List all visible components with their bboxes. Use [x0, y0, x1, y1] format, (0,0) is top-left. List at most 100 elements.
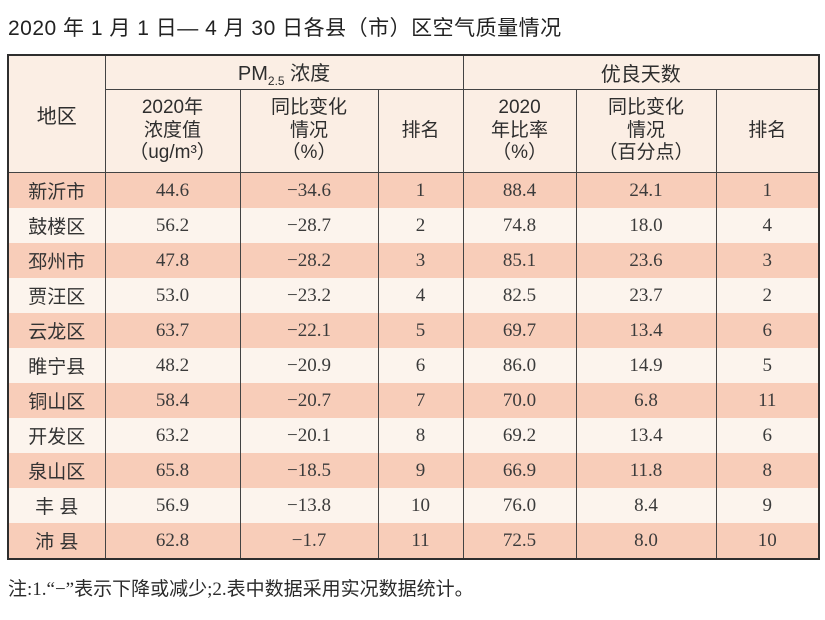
good-days-group-header: 优良天数 — [462, 55, 820, 90]
region-cell: 开发区 — [7, 418, 106, 453]
good-days-change-cell: 8.0 — [575, 523, 717, 559]
region-cell: 铜山区 — [7, 383, 106, 418]
good-days-rank-cell: 8 — [715, 453, 820, 488]
pm25-change-cell: −28.7 — [239, 208, 379, 243]
good-days-change-cell: 23.6 — [575, 243, 717, 278]
table-row: 睢宁县 48.2 −20.9 6 86.0 14.9 5 — [7, 348, 820, 383]
header-row-subcolumns: 2020年 浓度值 （ug/m³） 同比变化 情况 （%） 排名 2020 年比… — [8, 89, 820, 173]
good-days-rank-cell: 6 — [715, 313, 820, 348]
pm25-change-column-header: 同比变化 情况 （%） — [239, 89, 379, 173]
region-cell: 新沂市 — [7, 172, 106, 208]
region-cell: 云龙区 — [7, 313, 106, 348]
good-days-rate-cell: 74.8 — [462, 208, 577, 243]
pm25-value-cell: 56.9 — [104, 488, 241, 523]
pm25-rank-cell: 9 — [377, 453, 464, 488]
table-row: 泉山区 65.8 −18.5 9 66.9 11.8 8 — [7, 453, 820, 488]
good-days-rank-cell: 9 — [715, 488, 820, 523]
region-cell: 丰 县 — [7, 488, 106, 523]
pm25-change-cell: −34.6 — [239, 172, 379, 208]
region-cell: 贾汪区 — [7, 278, 106, 313]
pm25-value-column-header: 2020年 浓度值 （ug/m³） — [104, 89, 241, 173]
good-days-change-cell: 6.8 — [575, 383, 717, 418]
header-row-groups: 地区 PM2.5 浓度 优良天数 — [7, 55, 820, 173]
good-days-change-cell: 14.9 — [575, 348, 717, 383]
good-days-rank-cell: 2 — [715, 278, 820, 313]
good-days-rate-cell: 72.5 — [462, 523, 577, 559]
pm25-rank-cell: 11 — [377, 523, 464, 559]
region-cell: 鼓楼区 — [7, 208, 106, 243]
table-row: 丰 县 56.9 −13.8 10 76.0 8.4 9 — [7, 488, 820, 523]
good-days-rank-cell: 10 — [715, 523, 820, 559]
table-row: 铜山区 58.4 −20.7 7 70.0 6.8 11 — [7, 383, 820, 418]
good-days-change-cell: 24.1 — [575, 172, 717, 208]
pm25-rank-column-header: 排名 — [377, 89, 464, 173]
footnote: 注:1.“−”表示下降或减少;2.表中数据采用实况数据统计。 — [8, 579, 474, 600]
pm25-change-cell: −20.9 — [239, 348, 379, 383]
pm25-value-cell: 48.2 — [104, 348, 241, 383]
good-days-rate-cell: 69.7 — [462, 313, 577, 348]
pm25-value-cell: 44.6 — [104, 172, 241, 208]
pm25-rank-cell: 2 — [377, 208, 464, 243]
good-days-rate-cell: 70.0 — [462, 383, 577, 418]
good-days-rank-cell: 5 — [715, 348, 820, 383]
pm25-value-cell: 58.4 — [104, 383, 241, 418]
good-days-change-cell: 11.8 — [575, 453, 717, 488]
table-row: 沛 县 62.8 −1.7 11 72.5 8.0 10 — [7, 523, 820, 559]
pm25-rank-cell: 5 — [377, 313, 464, 348]
good-days-rank-column-header: 排名 — [715, 89, 820, 173]
good-days-rate-cell: 88.4 — [462, 172, 577, 208]
good-days-change-cell: 13.4 — [575, 313, 717, 348]
pm25-change-cell: −20.1 — [239, 418, 379, 453]
table-row: 开发区 63.2 −20.1 8 69.2 13.4 6 — [7, 418, 820, 453]
table-row: 邳州市 47.8 −28.2 3 85.1 23.6 3 — [7, 243, 820, 278]
pm25-label-suffix: 浓度 — [284, 63, 331, 85]
table-header: 地区 PM2.5 浓度 优良天数 2020年 浓度值 （ug/m³） 同比变化 … — [7, 55, 820, 173]
pm25-group-header: PM2.5 浓度 — [104, 55, 464, 90]
pm25-label-subscript: 2.5 — [267, 74, 285, 88]
good-days-change-cell: 18.0 — [575, 208, 717, 243]
region-column-header: 地区 — [7, 55, 106, 173]
pm25-change-cell: −20.7 — [239, 383, 379, 418]
good-days-change-cell: 8.4 — [575, 488, 717, 523]
page-title: 2020 年 1 月 1 日— 4 月 30 日各县（市）区空气质量情况 — [8, 17, 562, 40]
pm25-value-cell: 56.2 — [104, 208, 241, 243]
pm25-rank-cell: 10 — [377, 488, 464, 523]
good-days-rank-cell: 3 — [715, 243, 820, 278]
pm25-value-cell: 65.8 — [104, 453, 241, 488]
good-days-change-cell: 13.4 — [575, 418, 717, 453]
pm25-rank-cell: 8 — [377, 418, 464, 453]
good-days-rate-column-header: 2020 年比率 （%） — [462, 89, 577, 173]
good-days-rank-cell: 4 — [715, 208, 820, 243]
pm25-change-cell: −13.8 — [239, 488, 379, 523]
pm25-change-cell: −28.2 — [239, 243, 379, 278]
pm25-rank-cell: 3 — [377, 243, 464, 278]
region-cell: 沛 县 — [7, 523, 106, 559]
region-cell: 睢宁县 — [7, 348, 106, 383]
good-days-rate-cell: 69.2 — [462, 418, 577, 453]
region-cell: 泉山区 — [7, 453, 106, 488]
good-days-rate-cell: 82.5 — [462, 278, 577, 313]
good-days-rank-cell: 11 — [715, 383, 820, 418]
good-days-change-column-header: 同比变化 情况 （百分点） — [575, 89, 717, 173]
pm25-value-cell: 63.7 — [104, 313, 241, 348]
good-days-change-cell: 23.7 — [575, 278, 717, 313]
pm25-rank-cell: 6 — [377, 348, 464, 383]
pm25-rank-cell: 1 — [377, 172, 464, 208]
region-cell: 邳州市 — [7, 243, 106, 278]
good-days-rate-cell: 66.9 — [462, 453, 577, 488]
pm25-value-cell: 62.8 — [104, 523, 241, 559]
good-days-rank-cell: 1 — [715, 172, 820, 208]
table-row: 新沂市 44.6 −34.6 1 88.4 24.1 1 — [7, 172, 820, 208]
pm25-value-cell: 47.8 — [104, 243, 241, 278]
good-days-rate-cell: 86.0 — [462, 348, 577, 383]
pm25-change-cell: −22.1 — [239, 313, 379, 348]
pm25-label-prefix: PM — [237, 63, 268, 85]
good-days-rate-cell: 85.1 — [462, 243, 577, 278]
pm25-rank-cell: 7 — [377, 383, 464, 418]
table-row: 鼓楼区 56.2 −28.7 2 74.8 18.0 4 — [7, 208, 820, 243]
pm25-change-cell: −23.2 — [239, 278, 379, 313]
pm25-change-cell: −1.7 — [239, 523, 379, 559]
good-days-rank-cell: 6 — [715, 418, 820, 453]
good-days-rate-cell: 76.0 — [462, 488, 577, 523]
